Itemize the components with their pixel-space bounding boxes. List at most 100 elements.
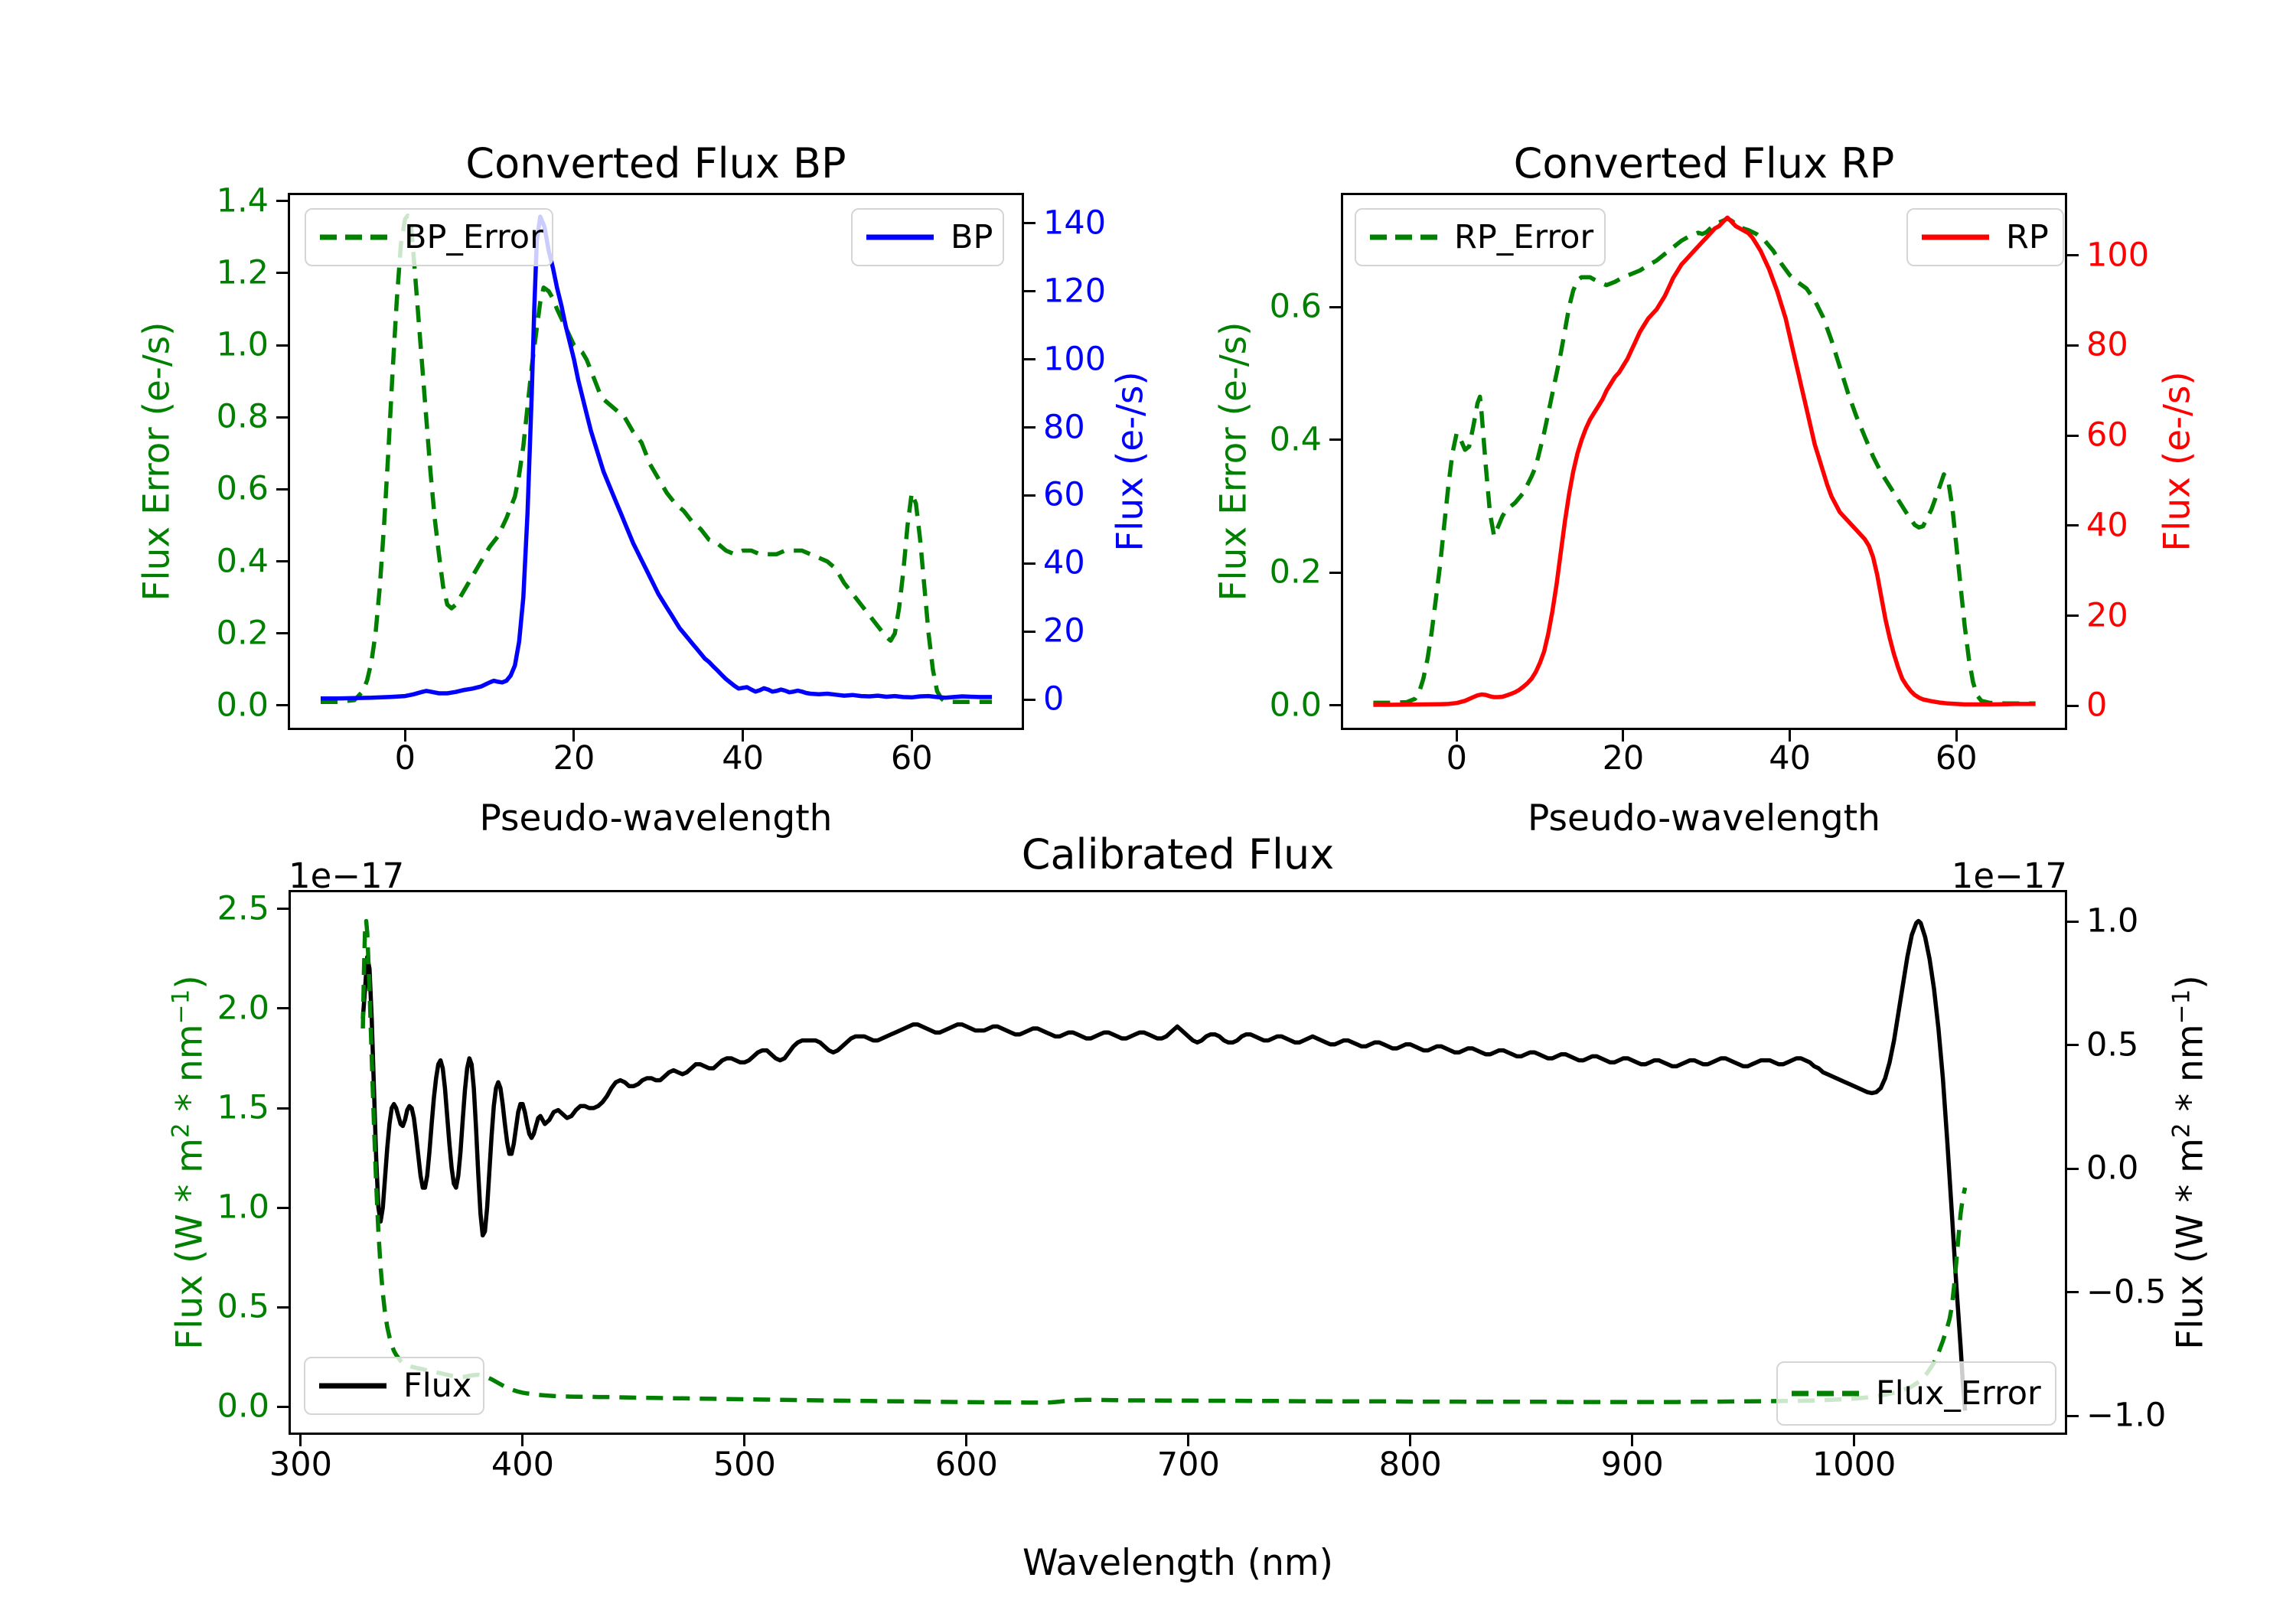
legend-dashed-line-sample [320,234,387,240]
x-tick-label: 1000 [1812,1446,1896,1484]
series-flux [360,918,1968,1411]
y-tick-mark-left [276,416,288,419]
x-tick-label: 400 [491,1446,554,1484]
series-bp [321,214,993,701]
y-tick-mark-right [2067,434,2079,437]
x-tick-mark [299,1435,302,1446]
x-tick-mark [403,730,406,742]
calibrated-plot-area [289,890,2067,1435]
y-tick-label-right: 20 [2086,596,2128,635]
x-tick-label: 300 [269,1446,332,1484]
label-text: Flux (W * m [2169,1138,2212,1350]
y-tick-label-right: 80 [2086,325,2128,364]
legend-label: RP_Error [1454,218,1594,256]
y-tick-label-right: 40 [2086,506,2128,545]
y-tick-label-left: 0.0 [1269,686,1322,725]
y-tick-mark-left [277,908,289,911]
x-tick-label: 0 [394,739,416,777]
x-tick-mark [1409,1435,1412,1446]
y-tick-mark-left [276,560,288,563]
legend-line-sample [1922,234,1989,240]
legend-label: BP [951,218,993,256]
x-tick-label: 0 [1446,739,1467,777]
legend-flux_error: Flux_Error [1776,1361,2056,1426]
x-tick-label: 20 [1602,739,1645,777]
axes-frame [1341,193,2067,730]
x-tick-mark [521,1435,524,1446]
y-tick-label-left: 1.2 [216,253,269,292]
calibrated-offset-text-right: 1e−17 [1951,856,2067,896]
y-tick-mark-left [276,632,288,635]
series-flux_error [360,918,1968,1405]
x-tick-mark [965,1435,968,1446]
superscript: 2 [167,1123,195,1139]
y-tick-label-left: 1.5 [217,1088,269,1127]
x-tick-mark [1622,730,1625,742]
x-tick-mark [1631,1435,1634,1446]
x-tick-mark [743,1435,746,1446]
x-tick-label: 60 [1935,739,1978,777]
series-rp_error [1373,217,2036,706]
y-tick-label-right: 0 [1043,680,1065,719]
legend-label: Flux [403,1367,472,1405]
label-text: * nm [168,1024,211,1123]
calibrated-offset-text-left: 1e−17 [289,856,405,896]
y-tick-mark-right [2067,1414,2079,1417]
y-tick-mark-right [2067,524,2079,527]
x-tick-label: 20 [553,739,595,777]
bp-plot-area [288,193,1024,730]
legend-label: BP_Error [404,218,543,256]
y-tick-label-right: 40 [1043,543,1085,582]
y-tick-mark-right [1024,698,1035,701]
y-tick-mark-right [1024,290,1035,293]
legend-dashed-line-sample [1792,1390,1859,1397]
y-tick-mark-left [276,487,288,491]
y-tick-label-right: 100 [2086,236,2150,275]
y-tick-mark-right [2067,1291,2079,1294]
axes-frame [289,890,2067,1435]
x-tick-mark [1789,730,1792,742]
y-tick-label-left: 2.5 [217,889,269,928]
y-tick-mark-left [1329,438,1341,442]
legend-bp: BP [851,208,1004,266]
y-tick-mark-right [2067,704,2079,707]
x-tick-label: 40 [1769,739,1811,777]
y-tick-mark-right [2067,254,2079,257]
rp-x-axis-label: Pseudo-wavelength [1528,797,1880,839]
y-tick-label-right: 140 [1043,204,1107,243]
superscript: 2 [2167,1123,2196,1139]
y-tick-mark-right [1024,222,1035,225]
y-tick-mark-left [277,1405,289,1408]
x-tick-mark [910,730,913,742]
x-tick-mark [1853,1435,1856,1446]
x-tick-label: 700 [1156,1446,1220,1484]
legend-line-sample [319,1383,386,1389]
y-tick-label-left: 1.0 [217,1188,269,1227]
y-tick-label-right: 0.5 [2086,1025,2139,1064]
calibrated-chart-title: Calibrated Flux [1021,830,1335,878]
rp-chart-title: Converted Flux RP [1513,139,1895,187]
legend-dashed-line-sample [1370,234,1437,240]
y-tick-mark-right [1024,630,1035,633]
y-tick-label-left: 1.4 [216,181,269,220]
x-tick-label: 40 [722,739,764,777]
y-tick-mark-left [1329,305,1341,308]
y-tick-mark-left [276,704,288,707]
y-tick-mark-right [1024,358,1035,361]
x-tick-label: 800 [1378,1446,1442,1484]
y-tick-mark-left [276,200,288,203]
y-tick-mark-right [2067,614,2079,618]
x-tick-label: 500 [713,1446,776,1484]
x-tick-mark [1455,730,1458,742]
y-tick-label-right: 20 [1043,611,1085,650]
y-tick-mark-left [277,1305,289,1309]
y-tick-mark-right [2067,1167,2079,1170]
legend-flux: Flux [304,1357,484,1415]
y-tick-label-right: 120 [1043,272,1107,311]
y-tick-label-right: 60 [1043,475,1085,514]
series-rp [1373,215,2036,707]
legend-label: Flux_Error [1876,1374,2041,1413]
y-tick-label-right: −0.5 [2086,1273,2167,1312]
y-tick-label-left: 0.4 [216,542,269,581]
legend-bp_error: BP_Error [305,208,553,266]
